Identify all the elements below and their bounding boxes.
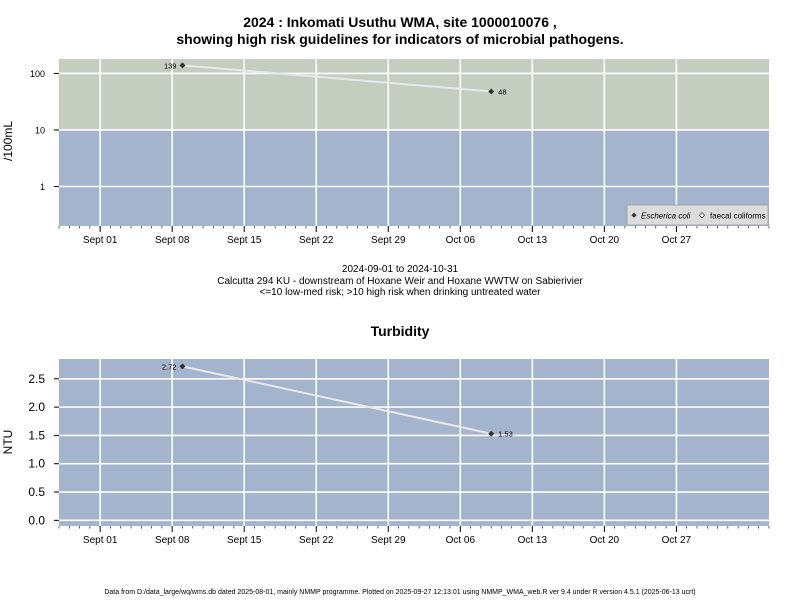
date-range-caption: 2024-09-01 to 2024-10-31 <box>341 264 459 275</box>
x-tick-label: Oct 27 <box>662 235 692 246</box>
y-tick-label: 0.5 <box>28 485 45 499</box>
data-point <box>179 62 186 69</box>
y-tick-label: 1.5 <box>28 428 45 442</box>
ecoli-gridlines <box>59 59 769 226</box>
legend-filled-diamond-icon <box>631 212 637 218</box>
y-tick-label: 10 <box>35 125 45 135</box>
high-risk-band <box>59 59 769 130</box>
y-tick-label: 1.0 <box>28 457 45 471</box>
x-tick-label: Sept 15 <box>227 535 262 546</box>
series-line <box>182 365 492 435</box>
site-description-caption: Calcutta 294 KU - downstream of Hoxane W… <box>217 276 583 287</box>
legend-faecal-label: faecal coliforms <box>710 212 766 221</box>
x-tick-label: Sept 15 <box>227 235 262 246</box>
x-tick-label: Sept 22 <box>299 535 334 546</box>
data-source-footer: Data from D:/data_large/wq/wms.db dated … <box>104 589 696 596</box>
x-tick-label: Sept 01 <box>83 235 118 246</box>
x-tick-label: Oct 27 <box>662 535 692 546</box>
x-tick-label: Oct 06 <box>446 535 476 546</box>
risk-note-caption: <=10 low-med risk; >10 high risk when dr… <box>259 287 541 298</box>
legend-open-diamond-icon <box>698 212 706 219</box>
x-tick-label: Sept 08 <box>155 235 190 246</box>
turbidity-panel: Sept 01 Sept 08 Sept 15 Sept 22 Sept 29 Oct 0… <box>1 359 770 546</box>
data-label: 2.72 <box>162 362 177 371</box>
x-tick-label: Oct 06 <box>446 235 476 246</box>
data-label: 1.53 <box>498 430 513 439</box>
ecoli-axes: Sept 01 Sept 08 Sept 15 Sept 22 Sept 29 Oct 0… <box>30 69 770 246</box>
chart-title-line1: 2024 : Inkomati Usuthu WMA, site 1000010… <box>243 14 557 30</box>
turbidity-axes: Sept 01 Sept 08 Sept 15 Sept 22 Sept 29 Oct 0… <box>28 372 770 546</box>
y-tick-label: 1 <box>40 182 45 192</box>
ecoli-marks: 139 48 <box>164 61 507 96</box>
turbidity-title: Turbidity <box>370 323 430 339</box>
x-tick-label: Sept 29 <box>371 235 406 246</box>
data-label: 48 <box>498 87 506 96</box>
legend-ecoli-label: Escherica coli <box>641 212 691 221</box>
y-tick-label: 2.0 <box>28 400 45 414</box>
x-tick-label: Oct 20 <box>590 535 620 546</box>
data-label: 139 <box>164 61 177 70</box>
ecoli-panel: Sept 01 Sept 08 Sept 15 Sept 22 Sept 29 Oct 0… <box>1 59 770 246</box>
x-tick-label: Sept 29 <box>371 535 406 546</box>
x-tick-label: Oct 13 <box>518 535 548 546</box>
series-line <box>182 64 492 93</box>
y-tick-label: 2.5 <box>28 372 45 386</box>
turbidity-gridlines <box>59 359 769 526</box>
data-point <box>488 430 495 437</box>
ecoli-legend: Escherica coli faecal coliforms <box>626 204 769 226</box>
y-tick-label: 100 <box>30 69 45 79</box>
chart-title-line2: showing high risk guidelines for indicat… <box>176 31 624 47</box>
turbidity-background <box>59 359 769 526</box>
x-tick-label: Sept 01 <box>83 535 118 546</box>
x-tick-label: Sept 22 <box>299 235 334 246</box>
data-point <box>179 363 186 370</box>
data-point <box>488 88 495 95</box>
x-tick-label: Oct 13 <box>518 235 548 246</box>
ecoli-y-axis-label: /100mL <box>1 121 15 161</box>
turbidity-marks: 2.72 1.53 <box>162 362 513 438</box>
turbidity-y-axis-label: NTU <box>1 430 15 455</box>
x-tick-label: Oct 20 <box>590 235 620 246</box>
y-tick-label: 0.0 <box>28 513 45 527</box>
x-tick-label: Sept 08 <box>155 535 190 546</box>
legend-box <box>626 204 769 226</box>
